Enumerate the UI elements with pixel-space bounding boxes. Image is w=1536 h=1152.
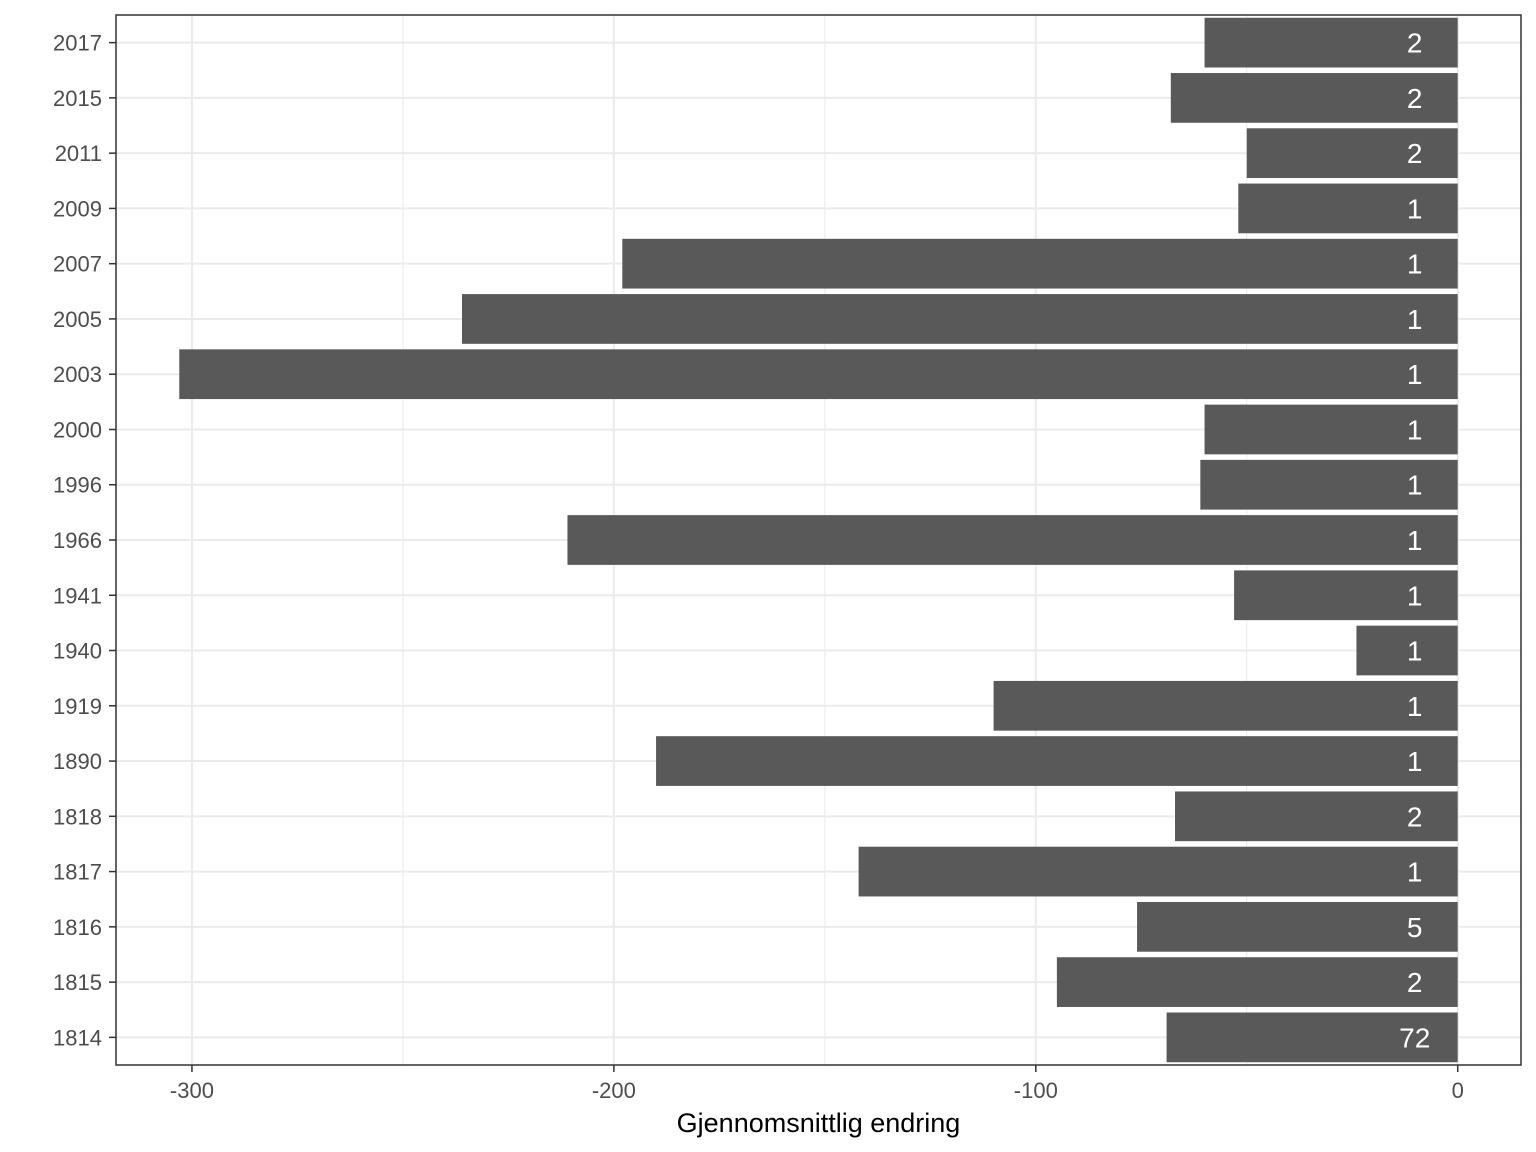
x-tick-label: 0 <box>1452 1078 1464 1103</box>
bar-value-label: 2 <box>1407 801 1423 832</box>
bar-1815 <box>1056 957 1458 1007</box>
y-tick-label: 2007 <box>53 252 102 277</box>
bar-1814 <box>1166 1012 1458 1063</box>
bar-value-label: 2 <box>1407 138 1423 169</box>
bar-value-label: 5 <box>1407 912 1423 943</box>
bar-value-label: 1 <box>1407 857 1423 888</box>
bar-1816 <box>1137 901 1458 952</box>
y-tick-label: 2009 <box>53 196 102 221</box>
bars <box>179 17 1458 1063</box>
y-tick-label: 1940 <box>53 639 102 664</box>
y-tick-label: 1815 <box>53 970 102 995</box>
y-tick-label: 1966 <box>53 528 102 553</box>
y-tick-label: 1919 <box>53 694 102 719</box>
y-tick-label: 1817 <box>53 860 102 885</box>
x-tick-label: -200 <box>592 1078 636 1103</box>
y-tick-label: 1818 <box>53 804 102 829</box>
bar-value-label: 2 <box>1407 83 1423 114</box>
bar-2003 <box>179 349 1458 400</box>
bar-1818 <box>1175 791 1458 842</box>
y-tick-label: 1814 <box>53 1025 102 1050</box>
x-tick-label: -300 <box>170 1078 214 1103</box>
bar-value-label: 1 <box>1407 359 1423 390</box>
bar-1919 <box>993 680 1458 731</box>
y-tick-label: 2003 <box>53 362 102 387</box>
y-axis: 2017 2015 2011 2009 2007 2005 2003 2000 1996 1966… <box>53 31 116 1050</box>
y-tick-label: 2005 <box>53 307 102 332</box>
bar-value-label: 72 <box>1399 1022 1430 1053</box>
bar-value-labels: 2 2 2 1 1 1 1 1 1 1 1 1 1 1 2 1 5 2 72 <box>1399 28 1430 1054</box>
bar-value-label: 1 <box>1407 193 1423 224</box>
y-tick-label: 2017 <box>53 31 102 56</box>
bar-2000 <box>1204 404 1458 455</box>
x-axis: -300 -200 -100 0 <box>170 1065 1464 1103</box>
bar-value-label: 1 <box>1407 691 1423 722</box>
bar-value-label: 1 <box>1407 249 1423 280</box>
bar-value-label: 1 <box>1407 414 1423 445</box>
bar-2017 <box>1204 17 1458 68</box>
bar-2011 <box>1246 128 1458 179</box>
bar-value-label: 1 <box>1407 580 1423 611</box>
y-tick-label: 2011 <box>55 141 102 166</box>
bar-value-label: 1 <box>1407 746 1423 777</box>
bar-2007 <box>622 238 1458 289</box>
bar-1966 <box>567 515 1458 565</box>
bar-value-label: 1 <box>1407 304 1423 335</box>
y-tick-label: 1816 <box>53 915 102 940</box>
bar-1941 <box>1234 570 1458 621</box>
bar-1817 <box>858 846 1458 897</box>
bar-2005 <box>461 294 1458 344</box>
bar-value-label: 2 <box>1407 967 1423 998</box>
y-tick-label: 1890 <box>53 749 102 774</box>
y-tick-label: 1941 <box>53 583 102 608</box>
y-tick-label: 2015 <box>53 86 102 111</box>
bar-value-label: 1 <box>1407 636 1423 667</box>
bar-1890 <box>656 736 1458 786</box>
bar-1940 <box>1356 625 1458 676</box>
bar-2009 <box>1238 183 1458 234</box>
bar-value-label: 2 <box>1407 28 1423 59</box>
x-tick-label: -100 <box>1014 1078 1058 1103</box>
y-tick-label: 2000 <box>53 417 102 442</box>
x-axis-title: Gjennomsnittlig endring <box>677 1108 961 1138</box>
bar-value-label: 1 <box>1407 525 1423 556</box>
y-tick-label: 1996 <box>53 473 102 498</box>
bar-1996 <box>1200 459 1458 510</box>
bar-value-label: 1 <box>1407 470 1423 501</box>
bar-2015 <box>1170 73 1458 123</box>
